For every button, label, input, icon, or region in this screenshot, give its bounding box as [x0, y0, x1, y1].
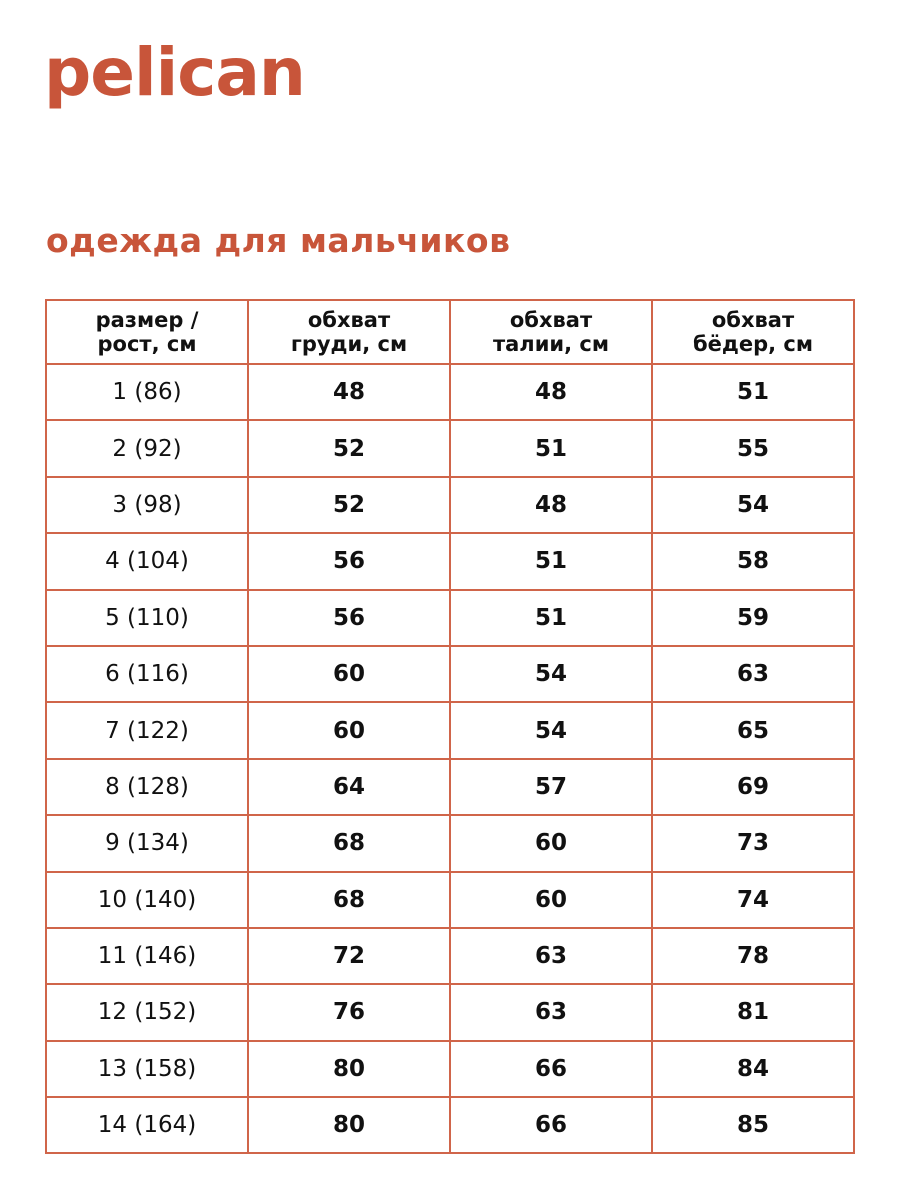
cell-chest: 80: [247, 1039, 451, 1099]
table-row: 9 (134) 68 60 73: [45, 814, 855, 873]
cell-size-height: 12 (152): [45, 983, 249, 1042]
cell-chest: 76: [247, 983, 451, 1042]
cell-hips: 74: [651, 870, 855, 929]
cell-waist: 66: [449, 1096, 653, 1155]
page-title: одежда для мальчиков: [46, 221, 511, 260]
table-row: 14 (164) 80 66 85: [45, 1096, 855, 1155]
cell-chest: 56: [247, 588, 451, 647]
table-row: 6 (116) 60 54 63: [45, 644, 855, 704]
cell-waist: 51: [449, 532, 653, 591]
table-header-row: размер / рост, см обхват груди, см обхват тал…: [45, 299, 855, 365]
cell-waist: 60: [449, 870, 653, 929]
table-row: 3 (98) 52 48 54: [45, 475, 855, 535]
pelican-logo: pelican: [44, 34, 306, 111]
cell-hips: 59: [651, 588, 855, 647]
header-line: груди, см: [290, 332, 408, 356]
cell-chest: 52: [247, 475, 451, 535]
cell-size-height: 6 (116): [45, 644, 249, 704]
header-line: рост, см: [97, 332, 197, 356]
cell-waist: 54: [449, 701, 653, 760]
header-line: обхват: [509, 308, 593, 332]
header-chest: обхват груди, см: [247, 299, 451, 365]
cell-size-height: 4 (104): [45, 532, 249, 591]
cell-size-height: 7 (122): [45, 701, 249, 760]
table-row: 8 (128) 64 57 69: [45, 757, 855, 817]
cell-size-height: 9 (134): [45, 814, 249, 873]
table-row: 10 (140) 68 60 74: [45, 870, 855, 929]
cell-waist: 48: [449, 362, 653, 422]
cell-hips: 84: [651, 1039, 855, 1099]
cell-waist: 57: [449, 757, 653, 817]
cell-waist: 60: [449, 814, 653, 873]
table-row: 5 (110) 56 51 59: [45, 588, 855, 647]
cell-waist: 63: [449, 926, 653, 986]
cell-hips: 58: [651, 532, 855, 591]
cell-chest: 52: [247, 419, 451, 478]
header-line: обхват: [307, 308, 391, 332]
cell-chest: 60: [247, 644, 451, 704]
cell-size-height: 13 (158): [45, 1039, 249, 1099]
table-row: 1 (86) 48 48 51: [45, 362, 855, 422]
cell-chest: 80: [247, 1096, 451, 1155]
header-size-height: размер / рост, см: [45, 299, 249, 365]
table-row: 11 (146) 72 63 78: [45, 926, 855, 986]
cell-size-height: 10 (140): [45, 870, 249, 929]
cell-chest: 68: [247, 870, 451, 929]
table-row: 12 (152) 76 63 81: [45, 983, 855, 1042]
header-line: талии, см: [492, 332, 610, 356]
cell-chest: 60: [247, 701, 451, 760]
cell-hips: 85: [651, 1096, 855, 1155]
cell-chest: 72: [247, 926, 451, 986]
cell-chest: 64: [247, 757, 451, 817]
header-hips: обхват бёдер, см: [651, 299, 855, 365]
cell-size-height: 2 (92): [45, 419, 249, 478]
cell-size-height: 14 (164): [45, 1096, 249, 1155]
cell-hips: 63: [651, 644, 855, 704]
table-row: 2 (92) 52 51 55: [45, 419, 855, 478]
table-row: 7 (122) 60 54 65: [45, 701, 855, 760]
table-row: 13 (158) 80 66 84: [45, 1039, 855, 1099]
cell-hips: 55: [651, 419, 855, 478]
cell-hips: 69: [651, 757, 855, 817]
cell-size-height: 3 (98): [45, 475, 249, 535]
header-waist: обхват талии, см: [449, 299, 653, 365]
cell-waist: 51: [449, 588, 653, 647]
cell-hips: 51: [651, 362, 855, 422]
cell-chest: 68: [247, 814, 451, 873]
table-row: 4 (104) 56 51 58: [45, 532, 855, 591]
cell-size-height: 5 (110): [45, 588, 249, 647]
cell-waist: 51: [449, 419, 653, 478]
cell-waist: 66: [449, 1039, 653, 1099]
size-chart-table: размер / рост, см обхват груди, см обхват тал…: [45, 299, 855, 1155]
cell-size-height: 1 (86): [45, 362, 249, 422]
cell-waist: 54: [449, 644, 653, 704]
header-line: бёдер, см: [692, 332, 814, 356]
header-line: размер /: [95, 308, 199, 332]
cell-hips: 54: [651, 475, 855, 535]
cell-hips: 73: [651, 814, 855, 873]
cell-waist: 48: [449, 475, 653, 535]
cell-chest: 56: [247, 532, 451, 591]
cell-hips: 81: [651, 983, 855, 1042]
cell-hips: 65: [651, 701, 855, 760]
cell-size-height: 11 (146): [45, 926, 249, 986]
cell-hips: 78: [651, 926, 855, 986]
header-line: обхват: [711, 308, 795, 332]
cell-waist: 63: [449, 983, 653, 1042]
cell-size-height: 8 (128): [45, 757, 249, 817]
cell-chest: 48: [247, 362, 451, 422]
